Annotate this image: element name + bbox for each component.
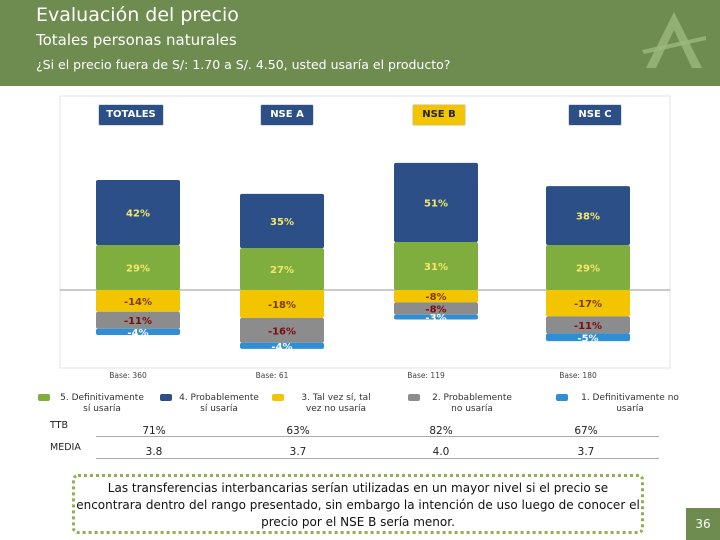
category-tag: NSE B xyxy=(412,104,466,126)
legend-label: 1. Definitivamente no xyxy=(581,393,679,403)
bar-segment xyxy=(240,290,324,318)
table-row xyxy=(96,418,659,437)
bar-segment xyxy=(394,314,478,320)
bar-segment xyxy=(546,186,630,246)
bar-segment xyxy=(96,311,180,329)
data-label: 31% xyxy=(424,262,448,273)
legend-label: 3. Tal vez sí, tal xyxy=(301,393,371,403)
legend-label: 5. Definitivamente xyxy=(60,393,144,403)
legend-swatch xyxy=(556,394,568,401)
table-cell: 67% xyxy=(574,425,598,437)
legend-label: vez no usaría xyxy=(305,404,367,414)
legend-swatch xyxy=(408,394,420,401)
stacked-bar-chart: TOTALES NSE A NSE B NSE C 29% 42% -14% -11% -4%… xyxy=(0,90,720,380)
bar-segment xyxy=(240,317,324,343)
base-label: Base: 61 xyxy=(256,371,289,380)
bar-segment xyxy=(240,193,324,249)
chart-canvas: 29%42%-14%-11%-4%Base: 36027%35%-18%-16%… xyxy=(59,95,671,380)
row-label-ttb: TTB xyxy=(50,420,68,431)
legend-label: no usaría xyxy=(451,404,493,414)
data-label: 42% xyxy=(126,209,150,220)
legend-swatch xyxy=(272,394,284,401)
legend-swatch xyxy=(38,394,50,401)
page-subtitle: Totales personas naturales xyxy=(36,31,237,49)
bar-segment xyxy=(96,328,180,335)
bar-segment xyxy=(546,245,630,290)
bar-segment xyxy=(96,179,180,246)
data-label: -14% xyxy=(124,297,152,308)
bar-segment xyxy=(96,290,180,312)
bar-segment xyxy=(394,290,478,303)
bar-segment xyxy=(394,162,478,242)
data-label: -4% xyxy=(127,328,148,339)
table-cell: 3.7 xyxy=(289,446,307,458)
bar-segment xyxy=(96,245,180,290)
base-label: Base: 119 xyxy=(407,371,445,380)
data-label: -16% xyxy=(268,326,296,337)
data-label: 51% xyxy=(424,198,448,209)
category-tag: TOTALES xyxy=(98,104,164,126)
legend-label: sí usaría xyxy=(200,404,238,414)
bar-segment xyxy=(394,241,478,290)
bar-segment xyxy=(240,248,324,290)
legend-label: 4. Probablemente xyxy=(179,393,259,403)
category-tag: NSE C xyxy=(568,104,622,126)
data-label: -8% xyxy=(425,292,446,303)
legend-label: usaría xyxy=(616,404,644,414)
table-row xyxy=(96,440,659,459)
base-label: Base: 360 xyxy=(109,371,147,380)
table-cell: 4.0 xyxy=(432,446,450,458)
row-label-media: MEDIA xyxy=(50,442,81,453)
table-cell: 3.8 xyxy=(145,446,163,458)
data-label: 27% xyxy=(270,265,294,276)
plot-area xyxy=(59,95,671,369)
legend-item: 2. Probablemente no usaría xyxy=(422,393,522,415)
legend-swatch xyxy=(160,394,172,401)
data-label: -4% xyxy=(271,342,292,353)
legend-item: 1. Definitivamente no usaría xyxy=(570,393,690,415)
legend-item: 5. Definitivamente sí usaría xyxy=(52,393,152,415)
bar-segment xyxy=(546,290,630,317)
brand-logo-icon xyxy=(642,12,706,68)
table-cell: 71% xyxy=(142,425,166,437)
bar-segment xyxy=(240,342,324,349)
data-label: -5% xyxy=(577,333,598,344)
survey-question: ¿Si el precio fuera de S/: 1.70 a S/. 4.… xyxy=(36,57,451,72)
bar-segment xyxy=(394,302,478,315)
page-title: Evaluación del precio xyxy=(36,4,239,26)
base-label: Base: 180 xyxy=(559,371,597,380)
data-label: -11% xyxy=(124,316,152,327)
data-label: -8% xyxy=(425,305,446,316)
legend-label: 2. Probablemente xyxy=(432,393,512,403)
table-cell: 3.7 xyxy=(577,446,595,458)
legend-item: 4. Probablemente sí usaría xyxy=(174,393,264,415)
page-number: 36 xyxy=(686,508,720,540)
data-label: 29% xyxy=(576,264,600,275)
data-label: 29% xyxy=(126,264,150,275)
bar-segment xyxy=(546,333,630,342)
data-label: -17% xyxy=(574,299,602,310)
bar-segment xyxy=(546,316,630,334)
category-tag: NSE A xyxy=(260,104,314,126)
legend-item: 3. Tal vez sí, tal vez no usaría xyxy=(286,393,386,415)
conclusion-note: Las transferencias interbancarias serían… xyxy=(72,474,644,534)
data-label: 35% xyxy=(270,217,294,228)
header-bar: Evaluación del precio Totales personas n… xyxy=(0,0,720,86)
table-cell: 82% xyxy=(429,425,453,437)
data-label: -18% xyxy=(268,300,296,311)
table-cell: 63% xyxy=(286,425,310,437)
data-label: -3% xyxy=(425,313,446,324)
legend-label: sí usaría xyxy=(83,404,121,414)
data-label: 38% xyxy=(576,212,600,223)
data-label: -11% xyxy=(574,321,602,332)
